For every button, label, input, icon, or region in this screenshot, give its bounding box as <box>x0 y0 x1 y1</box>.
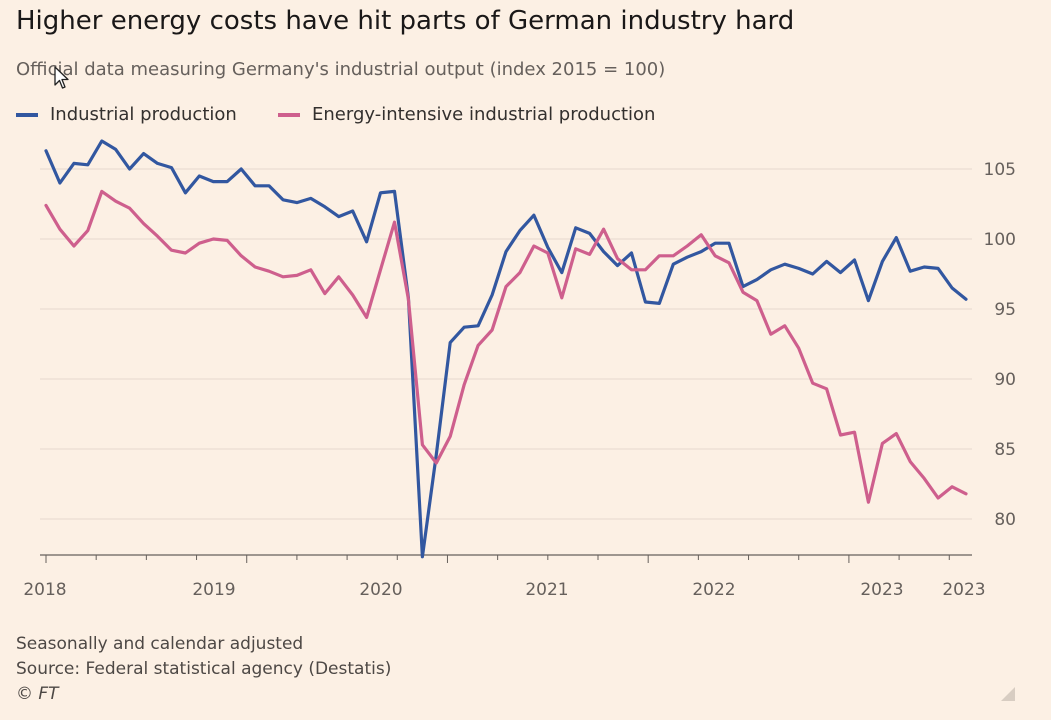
y-tick-label-100: 100 <box>984 230 1016 250</box>
x-tick-label-2: 2020 <box>359 580 402 600</box>
source-note: Source: Federal statistical agency (Dest… <box>16 659 392 679</box>
x-tick-label-3: 2021 <box>525 580 568 600</box>
y-tick-label-105: 105 <box>984 160 1016 180</box>
legend-label-industrial: Industrial production <box>50 104 237 125</box>
y-tick-label-80: 80 <box>994 510 1016 530</box>
legend-swatch-energy-intensive <box>278 112 300 117</box>
footnote: Seasonally and calendar adjusted <box>16 634 304 654</box>
resize-grip-icon[interactable] <box>1000 686 1016 702</box>
chart-title: Higher energy costs have hit parts of Ge… <box>16 6 795 36</box>
legend-swatch-industrial <box>16 112 38 117</box>
y-axis: 80 85 90 95 100 105 <box>984 160 1016 530</box>
x-axis: 2018 2019 2020 2021 2022 2023 2023 <box>23 554 986 600</box>
legend-item-industrial: Industrial production <box>16 104 237 125</box>
mouse-pointer-icon <box>54 66 69 89</box>
copyright: © FT <box>16 684 59 704</box>
chart-subtitle: Official data measuring Germany's indust… <box>16 59 666 80</box>
y-tick-label-95: 95 <box>994 300 1016 320</box>
gridlines <box>40 168 972 520</box>
legend-item-energy-intensive: Energy-intensive industrial production <box>278 104 655 125</box>
y-tick-label-90: 90 <box>994 370 1016 390</box>
series-line-energy-intensive-production <box>44 189 968 504</box>
series-lines <box>44 139 968 559</box>
legend-label-energy-intensive: Energy-intensive industrial production <box>312 104 656 125</box>
x-tick-label-5: 2023 <box>860 580 903 600</box>
x-tick-label-0: 2018 <box>23 580 66 600</box>
x-tick-label-1: 2019 <box>192 580 235 600</box>
x-tick-label-4: 2022 <box>692 580 735 600</box>
x-tick-label-6: 2023 <box>942 580 985 600</box>
series-line-industrial-production <box>44 139 968 559</box>
y-tick-label-85: 85 <box>994 440 1016 460</box>
